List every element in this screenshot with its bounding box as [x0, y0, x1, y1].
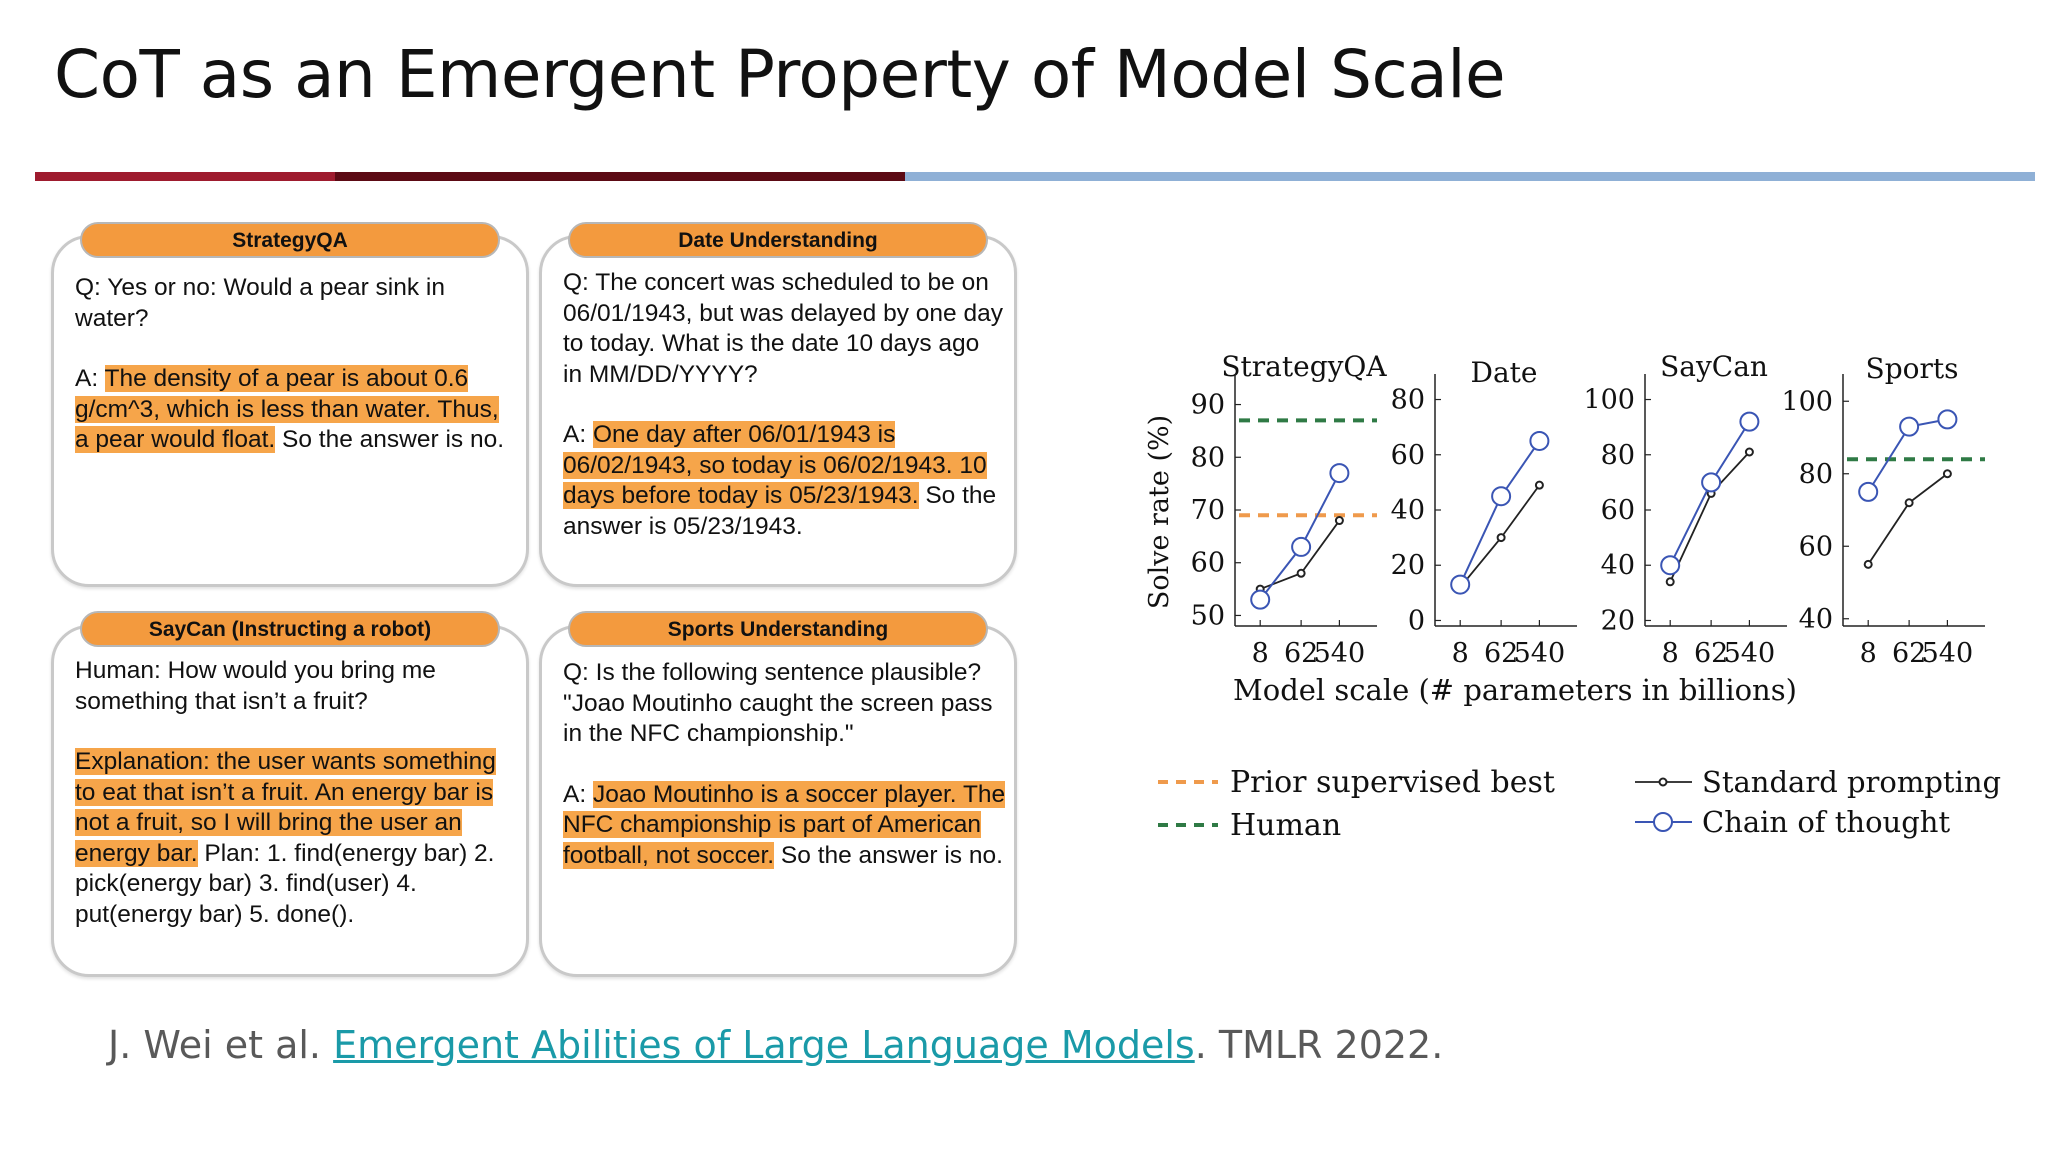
sports-cot-point	[1858, 481, 1879, 502]
date-x-tick-label: 62	[1484, 638, 1518, 669]
saycan-y-tick-label: 80	[1601, 440, 1635, 471]
legend-standard-label: Standard prompting	[1702, 765, 2001, 799]
sports-standard-point	[1904, 498, 1914, 508]
sports-y-tick-label: 40	[1799, 604, 1833, 635]
paper-link[interactable]: Emergent Abilities of Large Language Mod…	[333, 1023, 1195, 1067]
strategyqa-x-tick-label: 540	[1314, 638, 1366, 669]
date-x-tick-label: 540	[1514, 638, 1566, 669]
sports-text: Q: Is the following sentence plausible? …	[563, 658, 1008, 871]
saycan-y-tick-label: 60	[1601, 495, 1635, 526]
saycan-x-tick-label: 62	[1694, 638, 1728, 669]
date-y-tick-label: 0	[1408, 605, 1425, 636]
strategyqa-y-tick-label: 80	[1191, 442, 1225, 473]
sports-y-tick-label: 80	[1799, 459, 1833, 490]
sports-y-tick-label: 60	[1799, 531, 1833, 562]
legend-cot-marker	[1653, 812, 1673, 832]
strategyqa-y-tick-label: 90	[1191, 390, 1225, 421]
sports-standard-line	[1867, 473, 1948, 565]
strategyqa-x-tick-label: 8	[1252, 638, 1269, 669]
saycan-tab: SayCan (Instructing a robot)	[80, 611, 500, 647]
sports-x-tick-label: 62	[1892, 638, 1926, 669]
sports-panel-title: Sports	[1866, 352, 1959, 385]
saycan-y-tick-label: 20	[1601, 605, 1635, 636]
strategyqa-answer: A: The density of a pear is about 0.6 g/…	[75, 365, 505, 453]
citation: J. Wei et al. Emergent Abilities of Larg…	[108, 1023, 1444, 1067]
strategyqa-text: Q: Yes or no: Would a pear sink in water…	[75, 273, 515, 456]
date-answer: A: One day after 06/01/1943 is 06/02/194…	[563, 421, 997, 540]
date-y-tick-label: 60	[1391, 440, 1425, 471]
sports-x-tick-label: 540	[1922, 638, 1974, 669]
date-standard-point	[1534, 480, 1544, 490]
date-y-tick-label: 40	[1391, 495, 1425, 526]
strategyqa-cot-point	[1329, 463, 1350, 484]
saycan-cot-point	[1701, 472, 1722, 493]
sports-cot-point	[1937, 409, 1958, 430]
legend-human-label: Human	[1230, 808, 1341, 843]
date-cot-point	[1491, 486, 1512, 507]
strategyqa-question: Q: Yes or no: Would a pear sink in water…	[75, 274, 445, 332]
strategyqa-y-tick-label: 70	[1191, 495, 1225, 526]
saycan-y-tick-label: 40	[1601, 550, 1635, 581]
x-axis-label: Model scale (# parameters in billions)	[1233, 673, 1797, 707]
saycan-cot-point	[1739, 411, 1760, 432]
date-cot-point	[1529, 430, 1550, 451]
title-divider	[35, 172, 2035, 181]
date-tab: Date Understanding	[568, 222, 988, 258]
legend-standard-marker	[1658, 777, 1668, 787]
strategyqa-standard-point	[1334, 516, 1344, 526]
y-axis-label: Solve rate (%)	[1144, 415, 1175, 609]
legend-prior-label: Prior supervised best	[1230, 765, 1555, 800]
strategyqa-cot-point	[1250, 589, 1271, 610]
saycan-x-tick-label: 540	[1724, 638, 1776, 669]
date-text: Q: The concert was scheduled to be on 06…	[563, 268, 1003, 542]
sports-standard-point	[1863, 559, 1873, 569]
date-y-tick-label: 20	[1391, 550, 1425, 581]
saycan-cot-point	[1660, 555, 1681, 576]
date-card	[539, 235, 1017, 587]
sports-x-tick-label: 8	[1860, 638, 1877, 669]
date-x-tick-label: 8	[1452, 638, 1469, 669]
saycan-panel-title: SayCan	[1660, 350, 1768, 383]
strategyqa-standard-point	[1296, 568, 1306, 578]
saycan-answer: Explanation: the user wants something to…	[75, 748, 496, 928]
sports-answer: A: Joao Moutinho is a soccer player. The…	[563, 780, 1006, 869]
sports-tab: Sports Understanding	[568, 611, 988, 647]
date-y-tick-label: 80	[1391, 385, 1425, 416]
strategyqa-cot-point	[1291, 536, 1312, 557]
saycan-text: Human: How would you bring me something …	[75, 656, 520, 930]
slide-title: CoT as an Emergent Property of Model Sca…	[54, 36, 1506, 113]
strategyqa-y-tick-label: 50	[1191, 600, 1225, 631]
date-cot-line	[1459, 440, 1541, 585]
sports-standard-point	[1942, 469, 1952, 479]
saycan-standard-line	[1669, 451, 1751, 583]
strategyqa-y-tick-label: 60	[1191, 548, 1225, 579]
strategyqa-panel-title: StrategyQA	[1221, 350, 1387, 383]
saycan-question: Human: How would you bring me something …	[75, 657, 436, 715]
date-standard-point	[1496, 533, 1506, 543]
saycan-y-tick-label: 100	[1583, 385, 1635, 416]
sports-y-tick-label: 100	[1781, 386, 1833, 417]
date-panel-title: Date	[1471, 356, 1538, 389]
strategyqa-x-tick-label: 62	[1284, 638, 1318, 669]
date-cot-point	[1450, 574, 1471, 595]
saycan-standard-point	[1744, 447, 1754, 457]
date-question: Q: The concert was scheduled to be on 06…	[563, 269, 1003, 388]
strategyqa-tab: StrategyQA	[80, 222, 500, 258]
sports-question: Q: Is the following sentence plausible? …	[563, 659, 993, 747]
saycan-x-tick-label: 8	[1662, 638, 1679, 669]
legend-cot-label: Chain of thought	[1702, 805, 1950, 839]
saycan-standard-point	[1665, 577, 1675, 587]
sports-cot-point	[1899, 416, 1920, 437]
